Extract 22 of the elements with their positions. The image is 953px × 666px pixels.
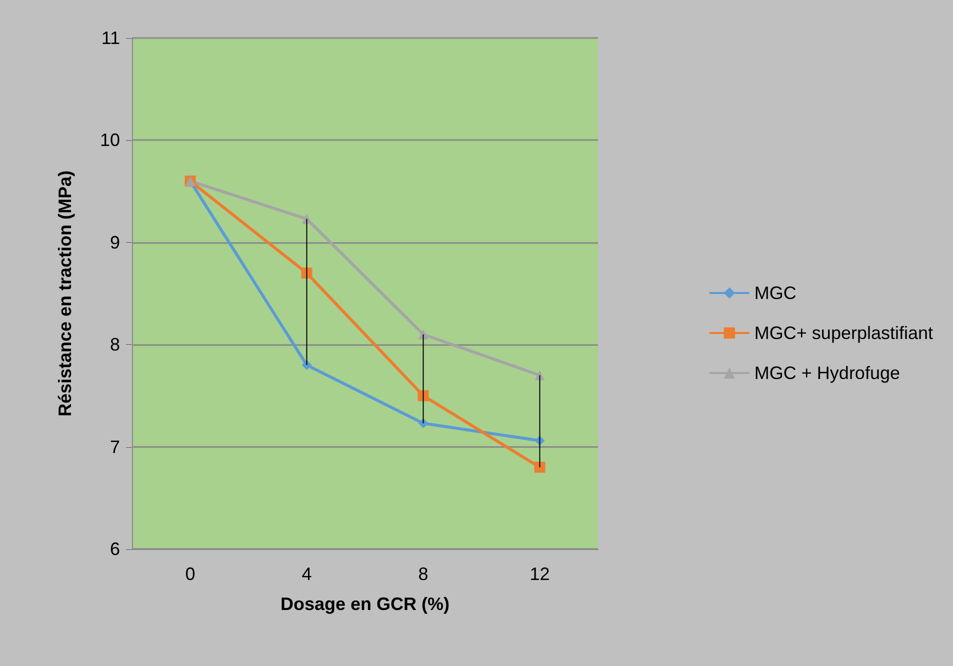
y-tick-label: 11 [101, 28, 120, 48]
legend-label: MGC + Hydrofuge [754, 363, 900, 383]
x-tick-label: 4 [302, 564, 312, 584]
point [534, 462, 546, 473]
x-tick-label: 0 [185, 564, 196, 584]
point [418, 390, 429, 402]
y-tick-label: 9 [110, 232, 120, 252]
y-tick-label: 7 [110, 436, 120, 457]
x-axis-title: Dosage en GCR (%) [280, 594, 450, 614]
x-tick-label: 8 [418, 564, 428, 584]
point [534, 370, 545, 380]
point [418, 418, 428, 428]
point [418, 329, 428, 340]
y-axis-title: Résistance en traction (MPa) [55, 170, 75, 417]
y-tick-label: 10 [100, 130, 120, 150]
y-tick-label: 8 [110, 334, 120, 355]
x-tick-label: 12 [530, 564, 550, 584]
legend-label: MGC+ superplastifiant [754, 323, 933, 343]
point [302, 360, 312, 370]
y-tick-label: 6 [110, 539, 120, 559]
point [301, 268, 312, 279]
legend-label: MGC [754, 283, 796, 303]
